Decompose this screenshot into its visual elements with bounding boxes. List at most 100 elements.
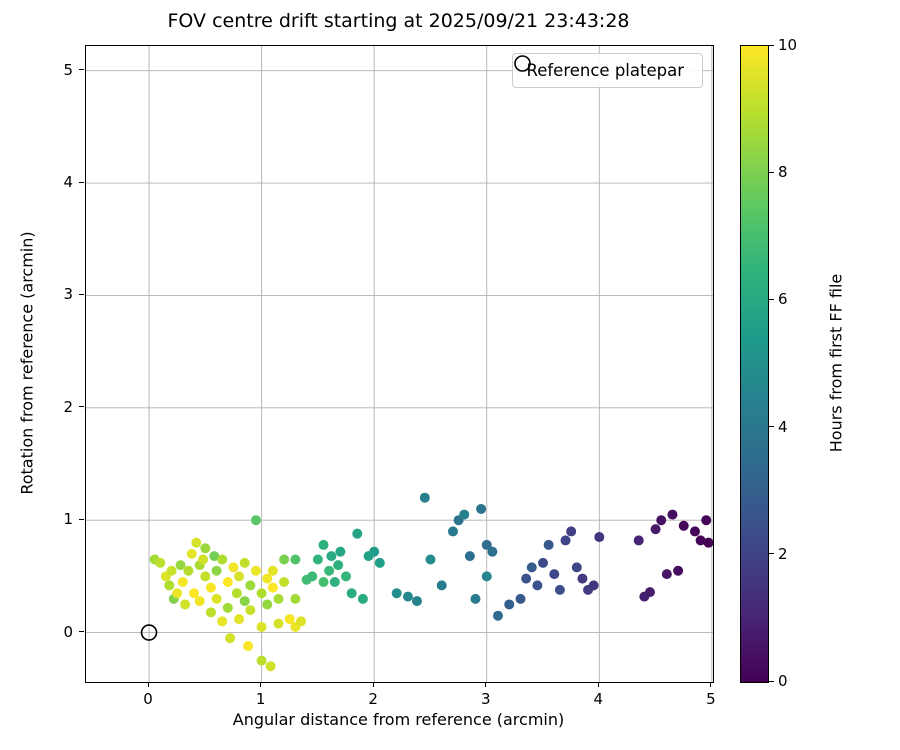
data-point	[290, 593, 301, 604]
data-point	[391, 588, 402, 599]
data-point	[225, 633, 236, 644]
data-point	[267, 565, 278, 576]
x-tick-mark	[372, 682, 374, 687]
y-axis-label: Rotation from reference (arcmin)	[17, 231, 37, 495]
data-point	[267, 582, 278, 593]
data-point	[191, 537, 202, 548]
data-point	[333, 560, 344, 571]
data-point	[256, 588, 267, 599]
x-axis-label: Angular distance from reference (arcmin)	[232, 710, 565, 729]
data-point	[273, 618, 284, 629]
y-tick-label: 2	[63, 397, 73, 416]
colorbar-gradient	[741, 46, 768, 682]
x-tick-mark	[710, 682, 712, 687]
data-point	[324, 565, 335, 576]
data-point	[459, 509, 470, 520]
data-point	[594, 532, 605, 543]
data-point	[200, 571, 211, 582]
y-tick-label: 0	[63, 622, 73, 641]
data-point	[329, 576, 340, 587]
data-point	[538, 557, 549, 568]
data-point	[234, 614, 245, 625]
x-tick-label: 0	[143, 690, 153, 708]
data-point	[209, 551, 220, 562]
colorbar-tick-label: 4	[778, 417, 788, 436]
data-point	[172, 588, 183, 599]
data-point	[661, 569, 672, 580]
data-point	[205, 607, 216, 618]
data-point	[318, 539, 329, 550]
data-point	[633, 535, 644, 546]
data-point	[290, 554, 301, 565]
colorbar-tick-label: 6	[778, 290, 788, 309]
colorbar-tick-mark	[769, 44, 774, 46]
data-point	[256, 655, 267, 666]
x-tick-mark	[597, 682, 599, 687]
colorbar-tick-label: 8	[778, 163, 788, 182]
colorbar-tick-mark	[769, 298, 774, 300]
data-point	[515, 593, 526, 604]
data-point	[183, 565, 194, 576]
reference-platepar-marker	[140, 624, 158, 641]
data-point	[217, 616, 228, 627]
data-point	[166, 565, 177, 576]
data-point	[175, 560, 186, 571]
y-tick-label: 3	[63, 285, 73, 304]
data-point	[644, 587, 655, 598]
data-point	[532, 580, 543, 591]
data-point	[481, 571, 492, 582]
x-tick-label: 3	[480, 690, 491, 708]
data-point	[262, 599, 273, 610]
colorbar-label: Hours from first FF file	[826, 273, 846, 453]
data-point	[211, 593, 222, 604]
data-point	[307, 571, 318, 582]
data-point	[374, 557, 385, 568]
y-tick-label: 1	[63, 510, 73, 529]
data-point	[571, 562, 582, 573]
data-point	[164, 580, 175, 591]
colorbar-tick-mark	[769, 680, 774, 682]
y-tick-mark	[79, 293, 84, 295]
colorbar-tick-mark	[769, 426, 774, 428]
x-tick-label: 1	[255, 690, 266, 708]
data-point	[177, 576, 188, 587]
data-point	[250, 515, 261, 526]
colorbar-tick-mark	[769, 171, 774, 173]
colorbar	[740, 45, 769, 683]
data-point	[318, 576, 329, 587]
reference-marker-icon	[513, 55, 531, 72]
data-point	[186, 548, 197, 559]
data-point	[222, 602, 233, 613]
data-point	[352, 528, 363, 539]
data-point	[369, 546, 380, 557]
data-point	[256, 621, 267, 632]
data-point	[481, 539, 492, 550]
data-point	[239, 557, 250, 568]
y-tick-mark	[79, 181, 84, 183]
data-point	[476, 503, 487, 514]
data-point	[279, 576, 290, 587]
data-point	[411, 596, 422, 607]
y-tick-mark	[79, 518, 84, 520]
data-point	[180, 599, 191, 610]
data-point	[673, 565, 684, 576]
data-point	[464, 551, 475, 562]
legend: Reference platepar	[511, 53, 703, 88]
colorbar-tick-label: 10	[778, 36, 798, 54]
data-point	[200, 543, 211, 554]
y-tick-mark	[79, 631, 84, 633]
data-point	[198, 554, 209, 565]
data-point	[273, 593, 284, 604]
data-point	[250, 565, 261, 576]
data-point	[577, 573, 588, 584]
data-point	[262, 573, 273, 584]
colorbar-tick-label: 0	[778, 672, 788, 690]
data-point	[588, 580, 599, 591]
data-point	[243, 641, 254, 652]
data-point	[357, 593, 368, 604]
data-point	[402, 591, 413, 602]
data-point	[284, 614, 295, 625]
data-point	[504, 599, 515, 610]
data-point	[217, 554, 228, 565]
